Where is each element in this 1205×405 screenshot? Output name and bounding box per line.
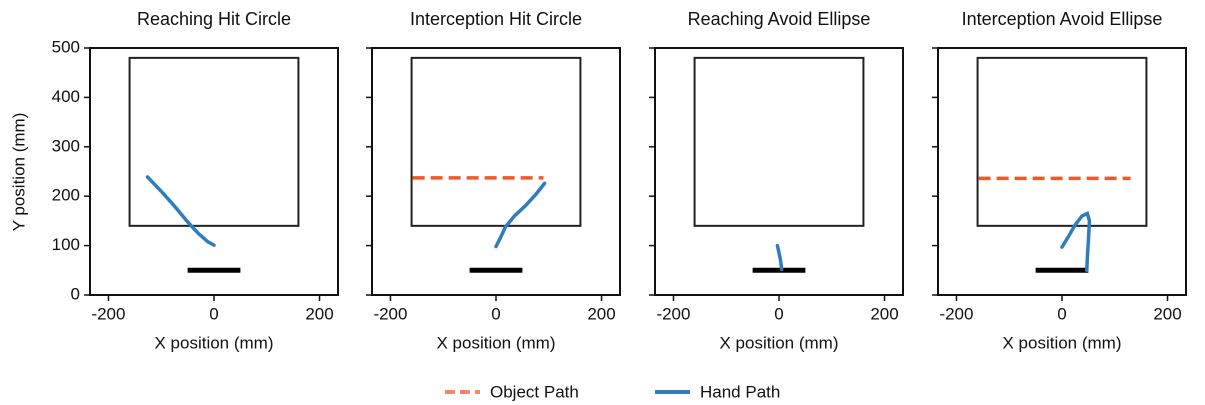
x-tick-label: -200 xyxy=(656,304,690,323)
x-tick-label: -200 xyxy=(91,304,125,323)
x-axis-label: X position (mm) xyxy=(719,333,838,352)
y-tick-label: 400 xyxy=(52,87,80,106)
y-axis-label: Y position (mm) xyxy=(9,113,28,232)
panel-title: Interception Avoid Ellipse xyxy=(962,9,1163,29)
x-axis-label: X position (mm) xyxy=(1002,333,1121,352)
x-tick-label: -200 xyxy=(939,304,973,323)
x-tick-label: 200 xyxy=(1153,304,1181,323)
y-tick-label: 500 xyxy=(52,37,80,56)
y-tick-label: 100 xyxy=(52,235,80,254)
x-tick-label: 200 xyxy=(870,304,898,323)
x-tick-label: 200 xyxy=(305,304,333,323)
y-tick-label: 200 xyxy=(52,186,80,205)
plot-frame xyxy=(89,47,339,296)
y-tick-label: 0 xyxy=(71,284,80,303)
boundary xyxy=(128,56,300,227)
legend: Object Path Hand Path xyxy=(445,382,780,401)
series-line xyxy=(775,243,784,272)
plot-frame xyxy=(937,47,1187,296)
x-tick-label: 0 xyxy=(774,304,783,323)
series-line xyxy=(145,175,216,247)
panel-title: Reaching Avoid Ellipse xyxy=(688,9,871,29)
x-tick-label: 0 xyxy=(209,304,218,323)
panel-title: Reaching Hit Circle xyxy=(137,9,291,29)
x-tick-label: 0 xyxy=(491,304,500,323)
series-line xyxy=(494,181,547,249)
series-line xyxy=(1060,211,1092,273)
y-tick-label: 300 xyxy=(52,136,80,155)
boundary xyxy=(976,56,1148,227)
plot-frame xyxy=(371,47,621,296)
x-tick-label: -200 xyxy=(373,304,407,323)
x-axis-label: X position (mm) xyxy=(154,333,273,352)
x-tick-label: 0 xyxy=(1057,304,1066,323)
plot-frame xyxy=(654,47,904,296)
panel-title: Interception Hit Circle xyxy=(410,9,582,29)
boundary xyxy=(693,56,865,227)
legend-label: Object Path xyxy=(490,382,579,401)
x-axis-label: X position (mm) xyxy=(436,333,555,352)
x-tick-label: 200 xyxy=(587,304,615,323)
legend-label: Hand Path xyxy=(700,382,780,401)
boundary xyxy=(410,56,582,227)
